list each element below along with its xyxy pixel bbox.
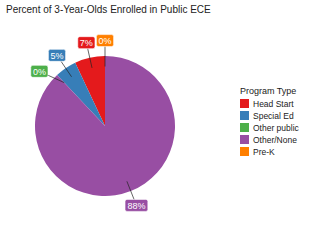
pie-slice [35, 56, 175, 196]
chart-svg: Percent of 3-Year-Olds Enrolled in Publi… [0, 0, 325, 229]
label-box [31, 65, 48, 77]
label-box [96, 35, 113, 47]
data-label: 0% [98, 36, 111, 46]
legend-key [240, 111, 249, 120]
data-label: 5% [50, 51, 63, 61]
legend-title: Program Type [240, 86, 296, 96]
legend-label: Special Ed [253, 111, 294, 121]
legend-key [240, 147, 249, 156]
label-box [78, 37, 95, 49]
data-label: 88% [127, 201, 145, 211]
legend-label: Pre-K [253, 147, 275, 157]
legend-key [240, 135, 249, 144]
legend-label: Other public [253, 123, 300, 133]
data-label: 7% [80, 38, 93, 48]
legend-key [240, 123, 249, 132]
label-box [125, 199, 148, 211]
data-label: 0% [33, 67, 46, 77]
label-box [48, 49, 65, 61]
legend: Program Type Head Start Special Ed Other pu… [240, 86, 300, 157]
background [0, 0, 325, 229]
legend-label: Other/None [253, 135, 297, 145]
data-labels: 7% 5% 0% 88% 0% [31, 35, 148, 212]
legend-key [240, 99, 249, 108]
title: Percent of 3-Year-Olds Enrolled in Publi… [6, 4, 211, 15]
legend-label: Head Start [253, 99, 294, 109]
slices [35, 56, 175, 196]
chart-container: Percent of 3-Year-Olds Enrolled in Publi… [0, 0, 325, 229]
